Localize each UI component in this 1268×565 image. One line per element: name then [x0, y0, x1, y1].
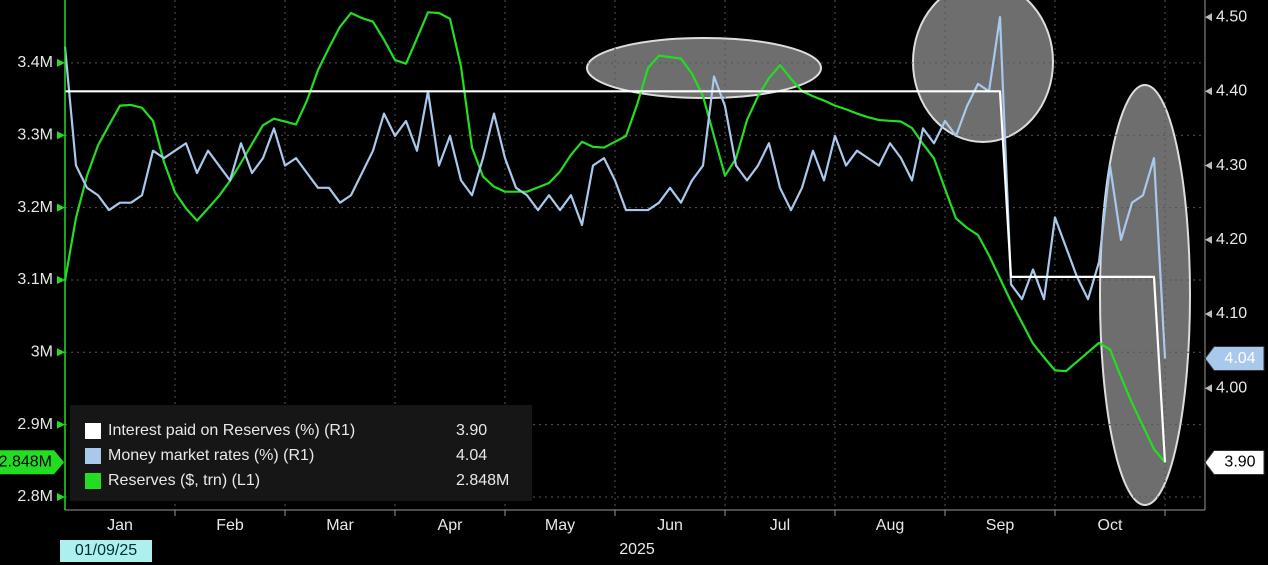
- y2-tick-mark: [1205, 310, 1212, 319]
- x-tick-label: Aug: [876, 517, 904, 534]
- y-tick-mark: [57, 131, 65, 140]
- last-value-label: 2.848M: [0, 453, 52, 470]
- y2-tick-label: 4.50: [1216, 8, 1247, 25]
- y-tick-label: 2.8M: [17, 488, 53, 505]
- plot: [63, 11, 1167, 463]
- legend: Interest paid on Reserves (%) (R1) 3.90 Mo…: [85, 422, 509, 489]
- last-value-marker: [1204, 449, 1265, 475]
- legend-label: Interest paid on Reserves (%) (R1): [108, 422, 355, 439]
- last-value-marker: [0, 450, 64, 475]
- legend-label: Money market rates (%) (R1): [108, 447, 314, 464]
- y-tick-mark: [57, 492, 65, 501]
- y2-tick-label: 4.20: [1216, 231, 1247, 248]
- series-line: [65, 90, 1167, 463]
- y2-tick-label: 4.40: [1216, 83, 1247, 100]
- legend-swatch: [85, 423, 101, 439]
- y-tick-mark: [57, 275, 65, 284]
- x-tick-label: Apr: [438, 517, 464, 534]
- y2-tick-mark: [1205, 384, 1212, 393]
- y2-tick-label: 4.00: [1216, 379, 1247, 396]
- highlight-ellipse: [1099, 84, 1191, 506]
- legend-swatch: [85, 448, 101, 464]
- y2-tick-label: 4.30: [1216, 157, 1247, 174]
- y-tick-label: 3.2M: [17, 199, 53, 216]
- x-axis-label: 2025: [619, 541, 655, 558]
- last-value-marker: [1204, 346, 1265, 372]
- y2-tick-mark: [1205, 161, 1212, 170]
- y-tick-mark: [57, 348, 65, 357]
- legend-value: 3.90: [456, 422, 487, 439]
- x-tick-label: Jun: [657, 517, 683, 534]
- legend-box: [70, 405, 532, 501]
- x-tick-label: May: [545, 517, 575, 534]
- last-value-label: 3.90: [1224, 454, 1255, 471]
- start-date: 01/09/25: [75, 542, 137, 559]
- axes: 2.8M 2.9M 3M 3.1M 3.2M 3.3M 3.4M 4.00 4.10 4.20 4.…: [0, 8, 1265, 534]
- y2-tick-mark: [1205, 235, 1212, 244]
- highlight-ellipse: [586, 37, 822, 99]
- x-tick-label: Feb: [216, 517, 244, 534]
- y-tick-label: 3.3M: [17, 126, 53, 143]
- y-tick-label: 3M: [31, 344, 53, 361]
- series-line: [63, 15, 1167, 359]
- grid: [65, 0, 1205, 510]
- x-tick-label: Sep: [986, 517, 1015, 534]
- legend-label: Reserves ($, trn) (L1): [108, 472, 260, 489]
- x-tick-label: Jan: [107, 517, 133, 534]
- legend-swatch: [85, 473, 101, 489]
- y2-tick-mark: [1205, 87, 1212, 96]
- y2-tick-mark: [1205, 13, 1212, 22]
- y2-tick-label: 4.10: [1216, 305, 1247, 322]
- highlight-ellipse: [912, 0, 1054, 143]
- y-tick-label: 3.1M: [17, 271, 53, 288]
- series-line: [63, 11, 1166, 463]
- x-tick-label: Mar: [326, 517, 354, 534]
- y-tick-mark: [57, 58, 65, 67]
- x-tick-label: Oct: [1098, 517, 1123, 534]
- start-date-box: [60, 540, 152, 562]
- legend-value: 4.04: [456, 447, 487, 464]
- y-tick-mark: [57, 203, 65, 212]
- y-tick-label: 3.4M: [17, 54, 53, 71]
- legend-value: 2.848M: [456, 472, 509, 489]
- x-tick-label: Jul: [770, 517, 790, 534]
- y-tick-mark: [57, 420, 65, 429]
- last-value-label: 4.04: [1224, 350, 1255, 367]
- y-tick-label: 2.9M: [17, 416, 53, 433]
